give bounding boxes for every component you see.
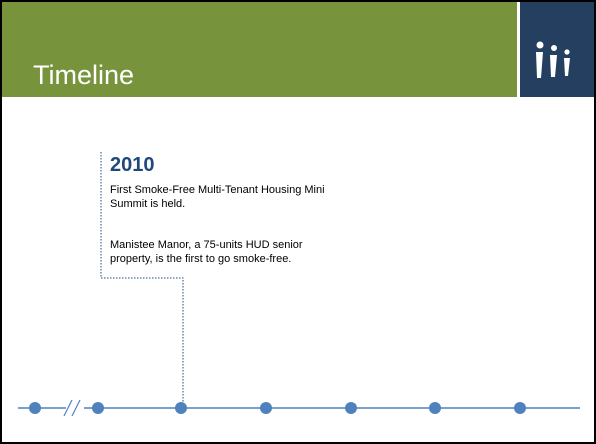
timeline-dots <box>29 402 526 414</box>
connector <box>100 152 184 408</box>
paragraph-line: property, is the first to go smoke-free. <box>110 253 291 265</box>
slide-title: Timeline <box>33 60 134 90</box>
break-mark <box>63 399 81 417</box>
paragraph-line: First Smoke-Free Multi-Tenant Housing Mi… <box>110 184 325 196</box>
axis-gap <box>66 398 84 418</box>
header-band <box>2 2 517 97</box>
paragraph-line: Summit is held. <box>110 198 185 210</box>
logo-box <box>520 2 594 97</box>
year: 2010 <box>110 154 155 176</box>
paragraph-line: Manistee Manor, a 75-units HUD senior <box>110 239 303 251</box>
logo <box>536 41 570 78</box>
